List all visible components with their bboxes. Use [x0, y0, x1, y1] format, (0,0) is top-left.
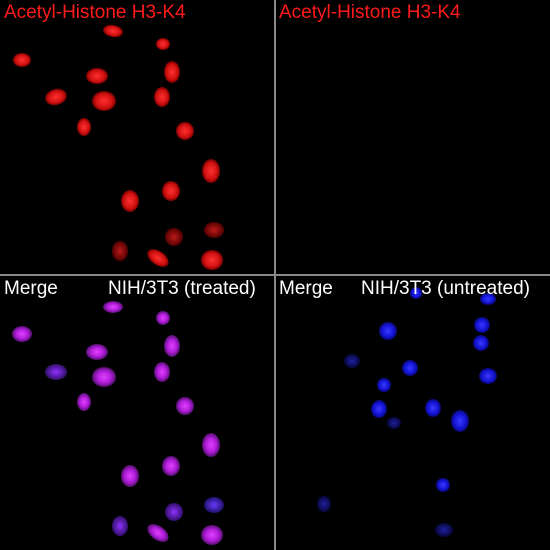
panel-untreated-acetyl: Acetyl-Histone H3-K4	[276, 0, 550, 274]
cell-nuclei-merge	[12, 301, 224, 545]
horizontal-divider	[0, 274, 550, 276]
bottom-left-merge-label: Merge	[4, 278, 58, 299]
top-left-label: Acetyl-Histone H3-K4	[4, 2, 186, 23]
bottom-right-sample-label: NIH/3T3 (untreated)	[361, 278, 530, 299]
bottom-right-merge-label: Merge	[279, 278, 333, 299]
cell-nuclei-red	[13, 24, 224, 270]
cell-nuclei-blue	[317, 287, 497, 537]
panel-treated-acetyl: Acetyl-Histone H3-K4	[0, 0, 274, 274]
bottom-left-sample-label: NIH/3T3 (treated)	[108, 278, 256, 299]
top-right-label: Acetyl-Histone H3-K4	[279, 2, 461, 23]
panel-untreated-merge: Merge NIH/3T3 (untreated)	[276, 276, 550, 550]
panel-treated-merge: Merge NIH/3T3 (treated)	[0, 276, 274, 550]
